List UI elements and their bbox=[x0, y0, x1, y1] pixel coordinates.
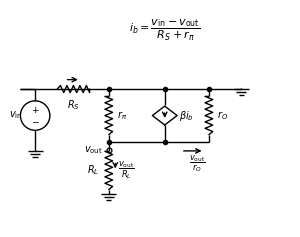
Text: +: + bbox=[32, 106, 39, 115]
Text: $-$: $-$ bbox=[31, 116, 40, 125]
Text: $R_L$: $R_L$ bbox=[87, 164, 99, 177]
Text: $v_{\mathrm{in}}$: $v_{\mathrm{in}}$ bbox=[9, 110, 23, 121]
Text: $r_\pi$: $r_\pi$ bbox=[117, 109, 127, 122]
Text: $\dfrac{v_{\mathrm{out}}}{r_O}$: $\dfrac{v_{\mathrm{out}}}{r_O}$ bbox=[189, 153, 206, 174]
Text: $\dfrac{v_{\mathrm{out}}}{R_L}$: $\dfrac{v_{\mathrm{out}}}{R_L}$ bbox=[118, 160, 135, 181]
Text: $R_S$: $R_S$ bbox=[67, 98, 80, 112]
Text: $i_b = \dfrac{v_{\mathrm{in}} - v_{\mathrm{out}}}{R_S + r_\pi}$: $i_b = \dfrac{v_{\mathrm{in}} - v_{\math… bbox=[129, 18, 200, 43]
Text: $r_O$: $r_O$ bbox=[217, 109, 228, 122]
Text: $\beta i_b$: $\beta i_b$ bbox=[179, 109, 194, 123]
Text: $v_{\mathrm{out}}$: $v_{\mathrm{out}}$ bbox=[84, 144, 103, 156]
